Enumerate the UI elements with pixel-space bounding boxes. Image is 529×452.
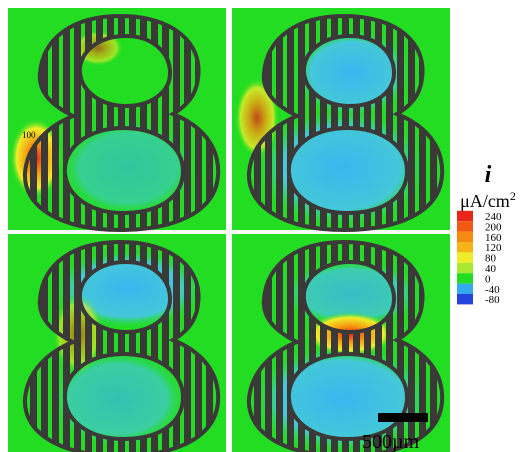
color-swatch	[457, 252, 473, 262]
color-swatch	[457, 284, 473, 294]
unit: μA/cm	[460, 191, 510, 211]
panel-bottom-left	[8, 234, 226, 452]
legend-unit: μA/cm2	[460, 189, 516, 211]
panel-top-right	[232, 8, 450, 230]
contour-label: 100	[22, 130, 36, 140]
color-swatch	[457, 242, 473, 252]
color-swatch	[457, 232, 473, 242]
colorbar-tick-label: -80	[485, 294, 500, 306]
legend-symbol: i	[485, 162, 492, 188]
unit-power: 2	[510, 189, 516, 203]
panel-top-left: 100	[8, 8, 226, 230]
color-swatch	[457, 221, 473, 231]
color-swatch	[457, 294, 473, 304]
color-swatch	[457, 263, 473, 273]
scale-bar	[378, 413, 428, 422]
color-swatch	[457, 211, 473, 221]
figure: 100 i μA/cm2 24020016012080400-40-80 500…	[0, 0, 529, 452]
color-swatch	[457, 273, 473, 283]
scale-bar-label: 500µm	[362, 431, 420, 452]
